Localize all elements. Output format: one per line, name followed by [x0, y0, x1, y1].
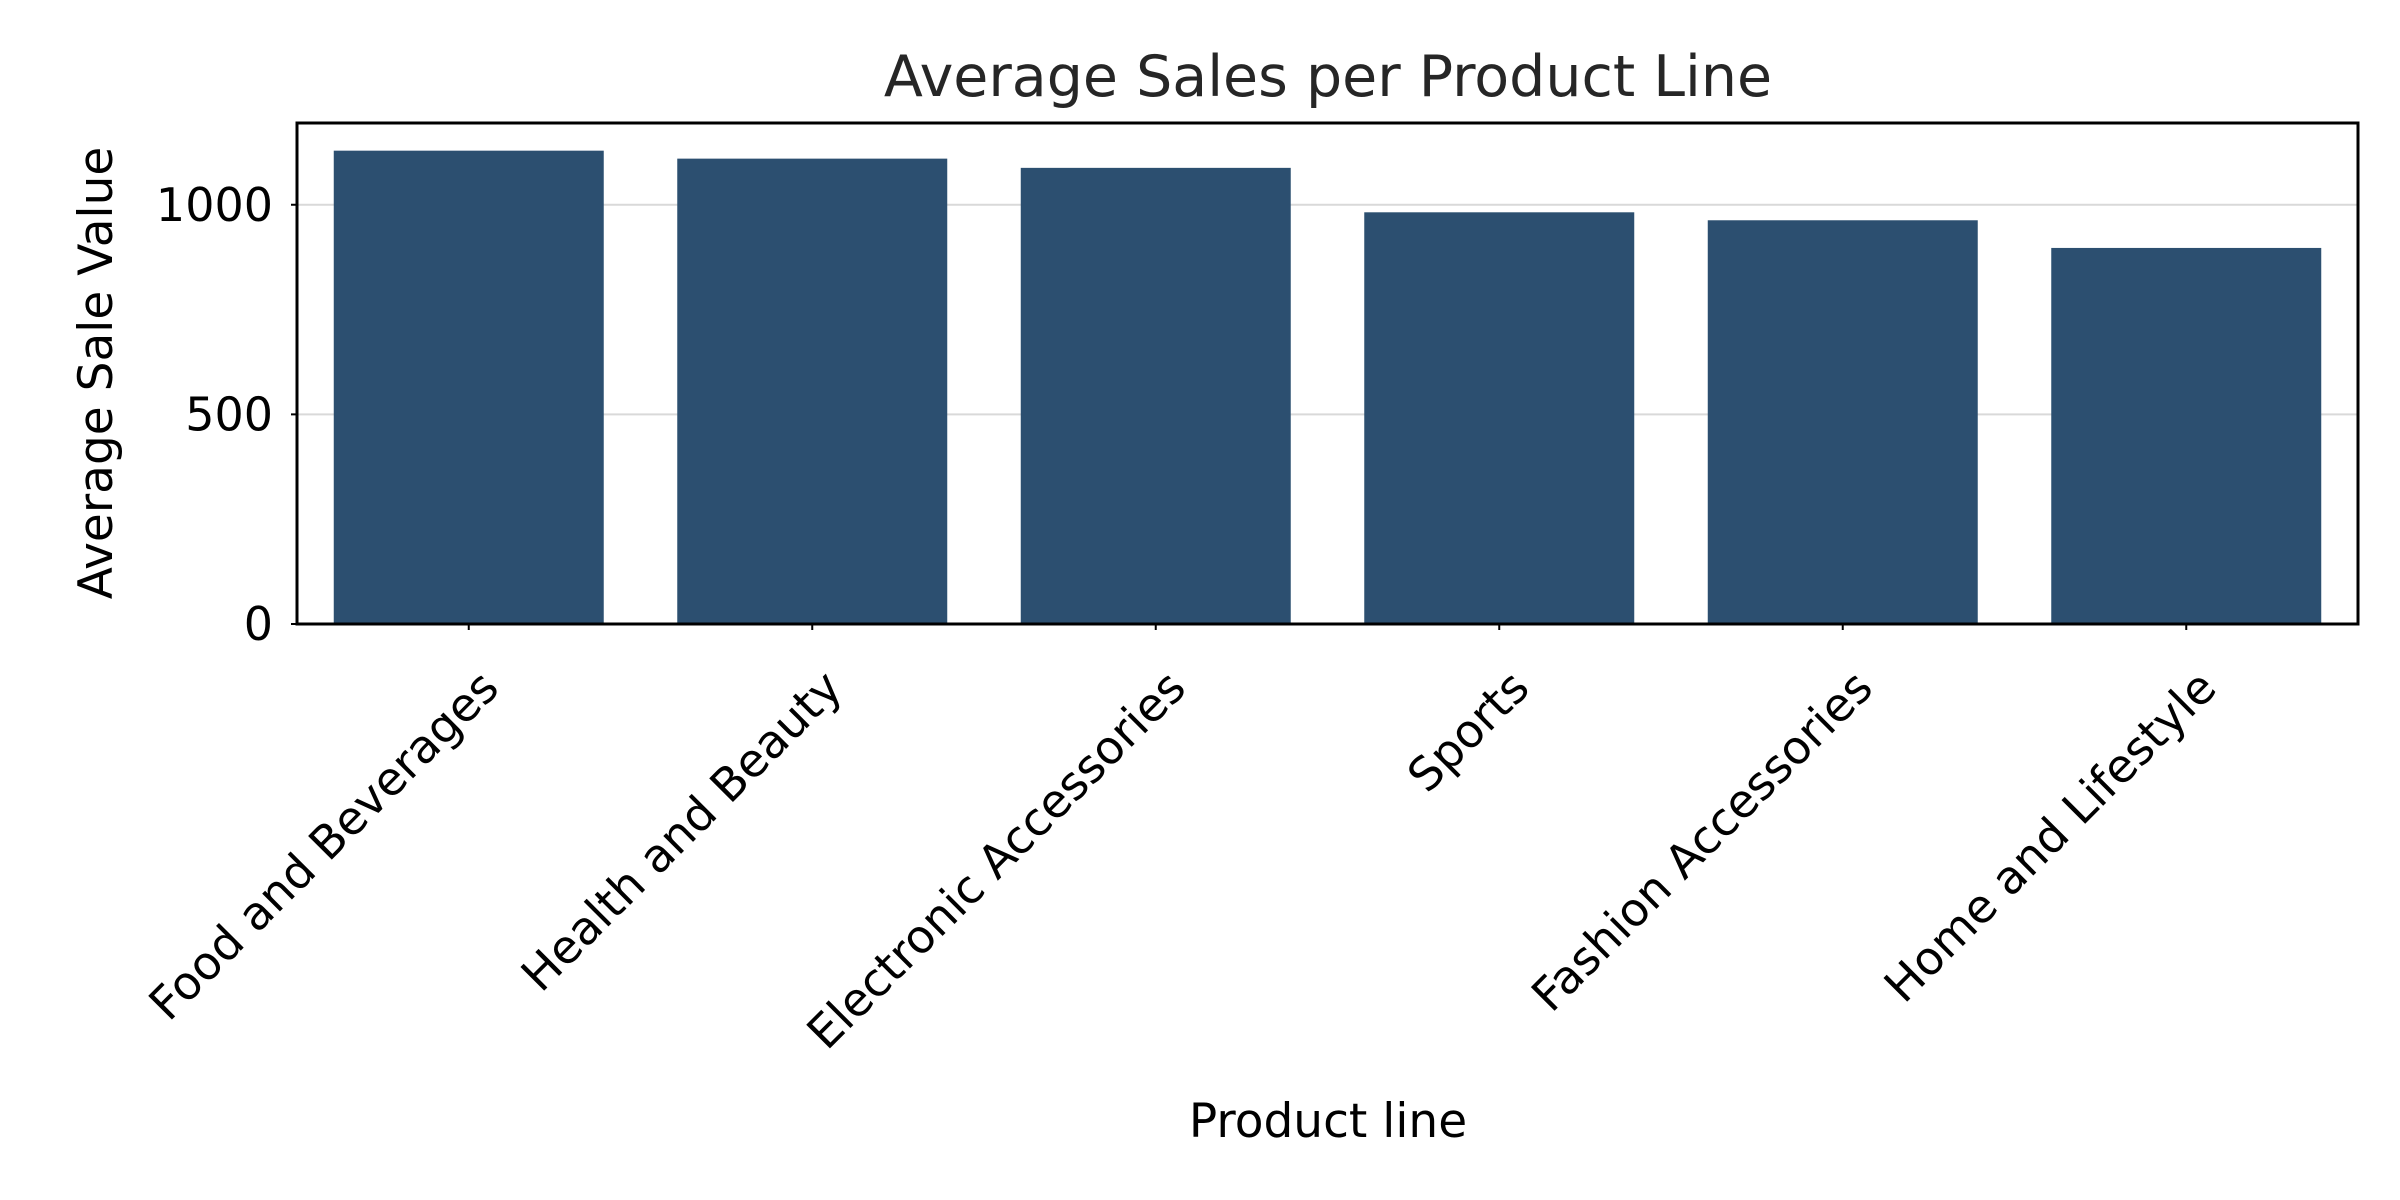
chart-title: Average Sales per Product Line: [884, 44, 1772, 110]
bar: [677, 158, 948, 624]
x-tick-label: Home and Lifestyle: [1874, 660, 2227, 1013]
x-tick-label: Health and Beauty: [511, 660, 853, 1002]
plot-frame: [295, 121, 2360, 626]
bar: [1707, 220, 1978, 625]
y-axis-ticks: 0 500 1000: [156, 178, 297, 651]
x-tick-label: Sports: [1397, 660, 1539, 802]
gridlines: [297, 203, 2358, 416]
x-axis-ticks: Food and Beverages Health and BeautyElect…: [138, 624, 2226, 1059]
bar: [1020, 167, 1291, 624]
x-tick-label: Fashion Accessories: [1521, 660, 1883, 1022]
y-tick-label: 500: [185, 387, 273, 441]
bar: [2051, 247, 2322, 625]
y-tick-label: 1000: [156, 178, 273, 232]
y-tick-label: 0: [244, 597, 273, 651]
bar: [333, 150, 604, 624]
x-axis-label: Product line: [1189, 1094, 1467, 1149]
x-tick-label: Electronic Accessories: [796, 660, 1195, 1059]
y-axis-label: Average Sale Value: [69, 147, 124, 600]
x-tick-label: Food and Beverages: [138, 660, 509, 1031]
bars: [333, 150, 2322, 625]
bar: [1364, 212, 1635, 625]
